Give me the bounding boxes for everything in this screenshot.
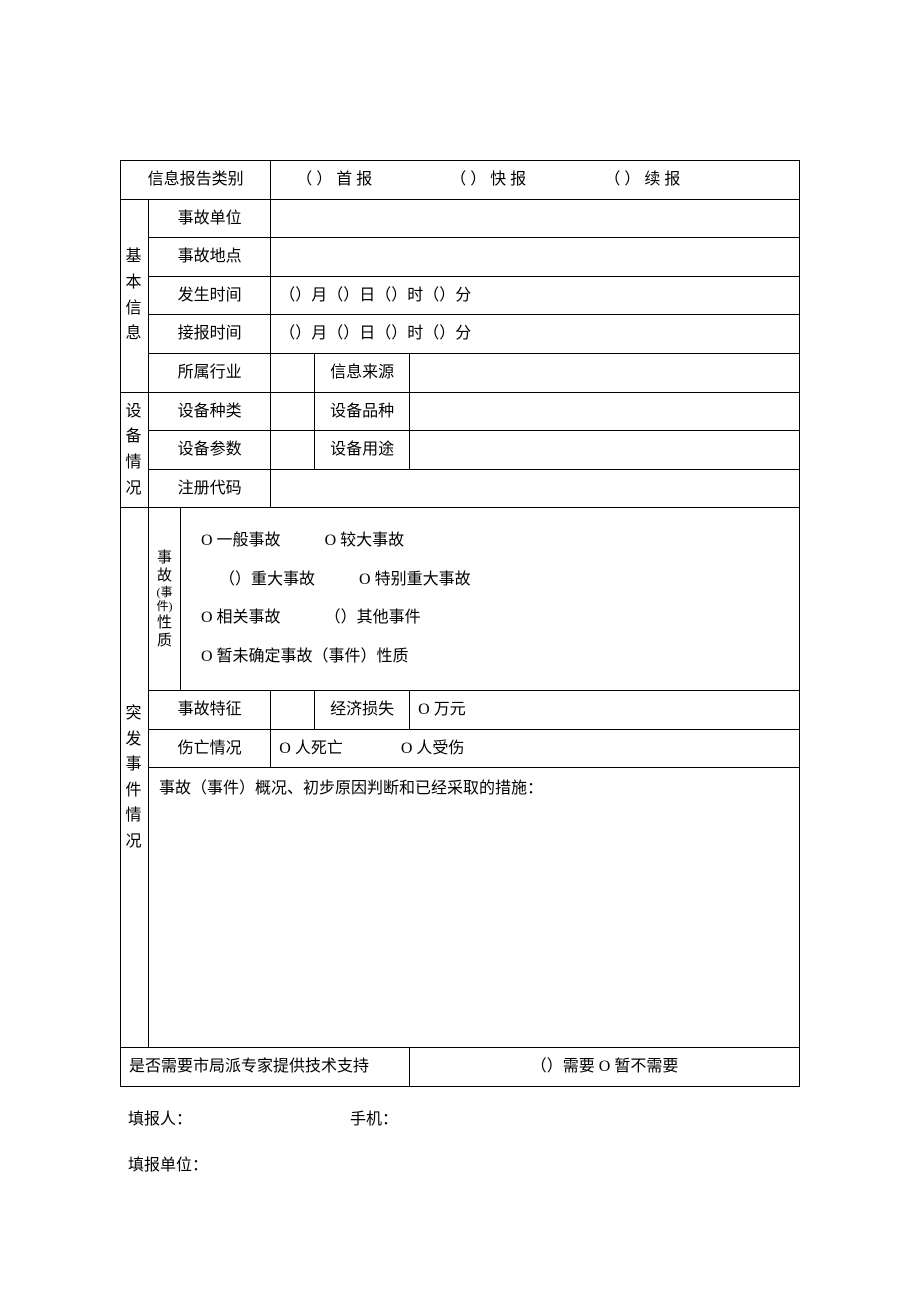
phone-label: 手机： <box>350 1111 398 1128</box>
equip-variety-value[interactable] <box>410 392 800 431</box>
nature-opt-extra-major[interactable]: O 特别重大事故 <box>359 561 471 599</box>
industry-value[interactable] <box>271 353 315 392</box>
casualty-value[interactable]: O 人死亡 O 人受伤 <box>271 729 800 768</box>
nature-label: 事故(事件)性质 <box>149 508 181 691</box>
nature-opt-other[interactable]: （）其他事件 <box>325 599 421 637</box>
equipment-section-label: 设备情况 <box>121 392 149 508</box>
casualty-label: 伤亡情况 <box>149 729 271 768</box>
footer-line-2: 填报单位： <box>120 1151 800 1175</box>
report-type-first[interactable]: （）首报 <box>296 167 376 193</box>
location-label: 事故地点 <box>149 238 271 277</box>
report-category-label: 信息报告类别 <box>121 161 271 200</box>
casualty-death[interactable]: O 人死亡 <box>279 740 343 757</box>
report-form-table: 信息报告类别 （）首报 （）快报 （）续报 基本信息 事故单位 事故地点 发生时… <box>120 160 800 1087</box>
description-label: 事故（事件）概况、初步原因判断和已经采取的措施： <box>159 780 543 797</box>
receive-time-value[interactable]: （）月（）日（）时（）分 <box>271 315 800 354</box>
row-occur-time: 发生时间 （）月（）日（）时（）分 <box>121 276 800 315</box>
incident-section-label: 突发事件情况 <box>121 508 149 1048</box>
report-type-quick[interactable]: （）快报 <box>450 167 530 193</box>
report-type-continue[interactable]: （）续报 <box>604 167 684 193</box>
row-unit: 基本信息 事故单位 <box>121 199 800 238</box>
feature-value[interactable] <box>271 690 315 729</box>
unit-value[interactable] <box>271 199 800 238</box>
reg-code-label: 注册代码 <box>149 469 271 508</box>
equip-type-value[interactable] <box>271 392 315 431</box>
equip-usage-value[interactable] <box>410 431 800 470</box>
info-source-value[interactable] <box>410 353 800 392</box>
row-equip-type: 设备情况 设备种类 设备品种 <box>121 392 800 431</box>
nature-options-cell[interactable]: O 一般事故 O 较大事故 （）重大事故 O 特别重大事故 O 相关事故 （）其… <box>181 508 800 691</box>
description-cell[interactable]: 事故（事件）概况、初步原因判断和已经采取的措施： <box>149 768 800 1048</box>
row-location: 事故地点 <box>121 238 800 277</box>
equip-usage-label: 设备用途 <box>315 431 410 470</box>
row-report-category: 信息报告类别 （）首报 （）快报 （）续报 <box>121 161 800 200</box>
basic-section-label: 基本信息 <box>121 199 149 392</box>
nature-opt-related[interactable]: O 相关事故 <box>201 599 281 637</box>
info-source-label: 信息来源 <box>315 353 410 392</box>
occur-time-value[interactable]: （）月（）日（）时（）分 <box>271 276 800 315</box>
feature-label: 事故特征 <box>149 690 271 729</box>
equip-param-label: 设备参数 <box>149 431 271 470</box>
industry-label: 所属行业 <box>149 353 271 392</box>
footer-line-1: 填报人： 手机： <box>120 1105 800 1129</box>
row-casualty: 伤亡情况 O 人死亡 O 人受伤 <box>121 729 800 768</box>
unit-label: 事故单位 <box>149 199 271 238</box>
report-types-cell[interactable]: （）首报 （）快报 （）续报 <box>271 161 800 200</box>
equip-variety-label: 设备品种 <box>315 392 410 431</box>
casualty-injury[interactable]: O 人受伤 <box>401 740 465 757</box>
location-value[interactable] <box>271 238 800 277</box>
report-unit-label: 填报单位： <box>128 1157 208 1174</box>
row-description: 事故（事件）概况、初步原因判断和已经采取的措施： <box>121 768 800 1048</box>
economic-loss-value[interactable]: O 万元 <box>410 690 800 729</box>
support-question-label: 是否需要市局派专家提供技术支持 <box>121 1048 410 1087</box>
row-reg-code: 注册代码 <box>121 469 800 508</box>
row-industry: 所属行业 信息来源 <box>121 353 800 392</box>
equip-param-value[interactable] <box>271 431 315 470</box>
row-receive-time: 接报时间 （）月（）日（）时（）分 <box>121 315 800 354</box>
nature-opt-undetermined[interactable]: O 暂未确定事故（事件）性质 <box>201 638 409 676</box>
support-options[interactable]: （）需要 O 暂不需要 <box>410 1048 800 1087</box>
row-equip-param: 设备参数 设备用途 <box>121 431 800 470</box>
reg-code-value[interactable] <box>271 469 800 508</box>
nature-opt-major[interactable]: （）重大事故 <box>219 561 315 599</box>
row-support: 是否需要市局派专家提供技术支持 （）需要 O 暂不需要 <box>121 1048 800 1087</box>
receive-time-label: 接报时间 <box>149 315 271 354</box>
nature-opt-larger[interactable]: O 较大事故 <box>325 522 405 560</box>
nature-opt-general[interactable]: O 一般事故 <box>201 522 281 560</box>
economic-loss-label: 经济损失 <box>315 690 410 729</box>
reporter-label: 填报人： <box>128 1111 192 1128</box>
row-nature: 突发事件情况 事故(事件)性质 O 一般事故 O 较大事故 （）重大事故 O 特… <box>121 508 800 691</box>
occur-time-label: 发生时间 <box>149 276 271 315</box>
row-feature: 事故特征 经济损失 O 万元 <box>121 690 800 729</box>
equip-type-label: 设备种类 <box>149 392 271 431</box>
